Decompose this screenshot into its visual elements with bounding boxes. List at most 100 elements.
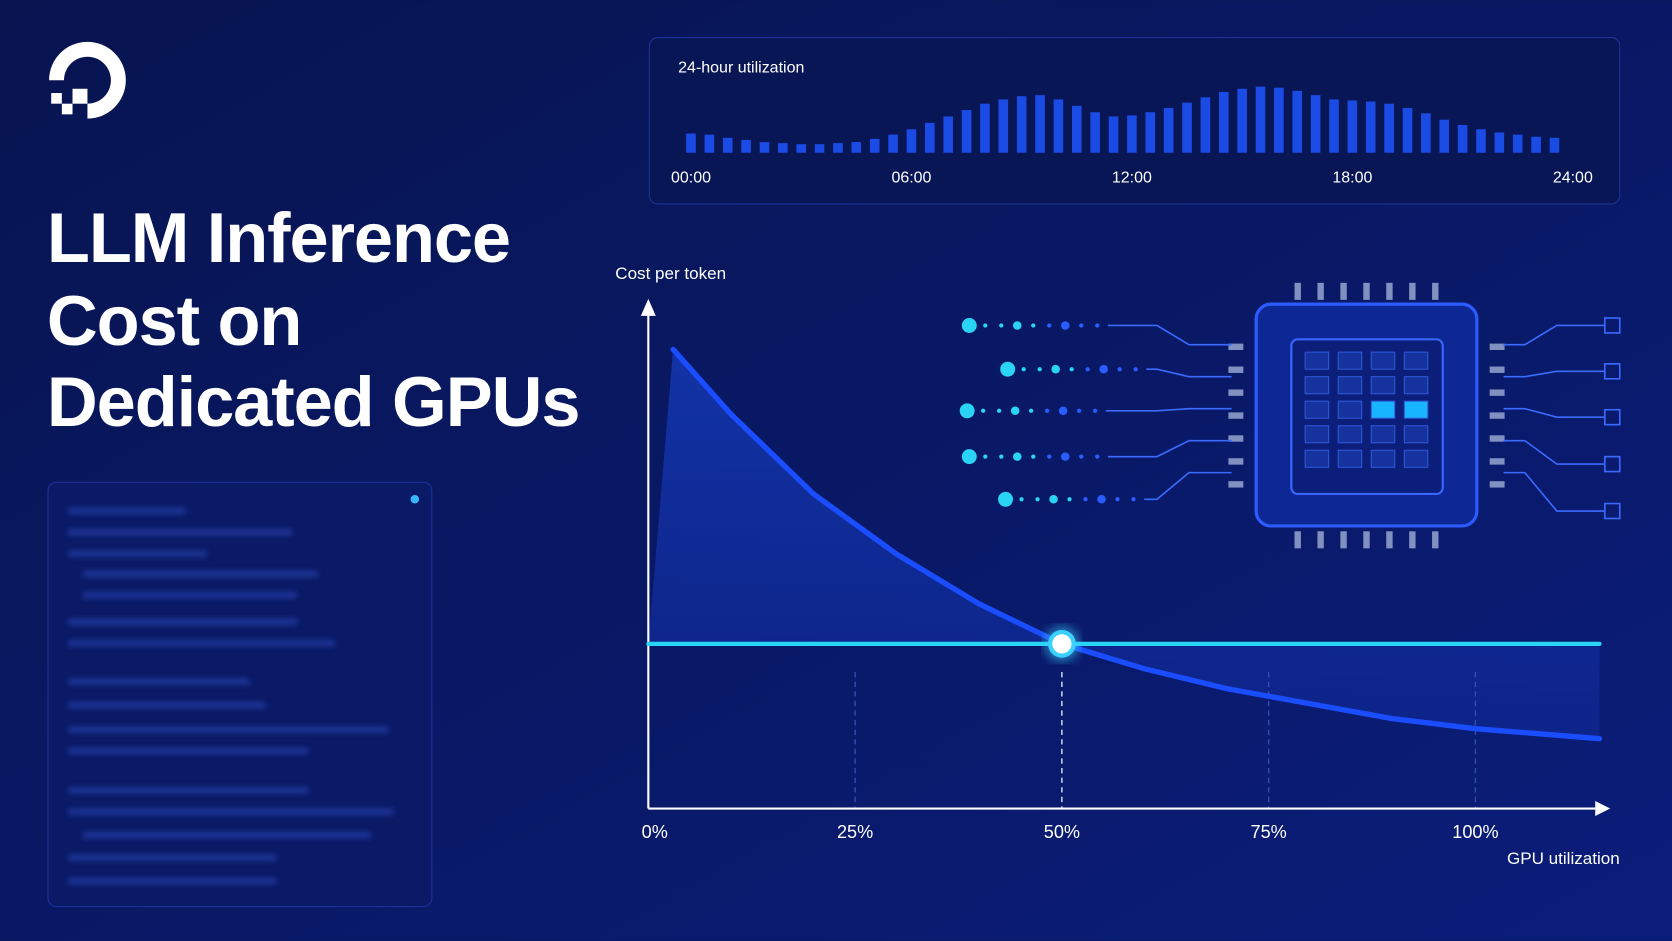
bar <box>1365 101 1376 153</box>
chip-pin <box>1228 481 1244 488</box>
signal-dot <box>1083 497 1088 502</box>
bar <box>1108 116 1119 153</box>
signal-dot <box>999 454 1004 459</box>
x-tick-label: 12:00 <box>1112 170 1152 187</box>
signal-dot <box>1010 406 1020 416</box>
crossing-point <box>1048 629 1076 658</box>
signal-dot <box>981 408 986 413</box>
chip-cell <box>1304 425 1330 444</box>
circuit-trace <box>1503 370 1605 378</box>
chip-pin <box>1228 435 1244 442</box>
circuit-trace <box>1105 407 1232 412</box>
bar <box>1512 134 1523 153</box>
bar <box>759 142 770 153</box>
bar <box>943 116 953 153</box>
gpu-chip <box>959 282 1621 549</box>
chip-pin <box>1228 458 1244 465</box>
signal-dot <box>1051 364 1060 374</box>
chip-pin <box>1432 531 1439 549</box>
x-tick-label: 75% <box>1251 822 1287 842</box>
signal-dot <box>983 323 988 328</box>
signal-dot <box>1031 454 1036 459</box>
signal-dot <box>983 454 988 459</box>
title-line: LLM Inference <box>47 198 510 277</box>
bar <box>1182 102 1192 153</box>
signal-dot <box>1013 452 1022 461</box>
bar <box>980 103 990 153</box>
bar <box>1127 115 1137 153</box>
chip-pin <box>1489 458 1505 465</box>
bar <box>1016 96 1027 153</box>
chip-cell <box>1337 376 1363 395</box>
signal-dot <box>999 323 1004 328</box>
y-axis-label: Cost per token <box>615 264 726 283</box>
bar <box>888 134 898 153</box>
bar <box>1384 103 1394 153</box>
bar <box>1237 88 1247 153</box>
bar <box>1494 132 1505 153</box>
x-tick-label: 25% <box>837 822 873 842</box>
y-axis-arrow <box>640 298 656 316</box>
bar <box>833 143 843 153</box>
signal-dot <box>1115 497 1120 502</box>
x-tick-label: 100% <box>1452 822 1498 842</box>
bar <box>1255 86 1266 153</box>
bar <box>961 110 972 153</box>
bar <box>778 143 788 153</box>
signal-dot <box>1060 452 1070 461</box>
circuit-trace <box>1107 439 1232 458</box>
code-panel <box>47 481 433 908</box>
signal-dot <box>1079 454 1084 459</box>
chip-cell <box>1403 425 1429 444</box>
signal-dot <box>1035 497 1040 502</box>
signal-dot <box>1049 495 1058 504</box>
chip-cell <box>1337 400 1363 419</box>
panel-dot <box>410 495 420 504</box>
chip-cell <box>1403 400 1429 419</box>
bar <box>1531 136 1541 153</box>
chip-cell <box>1403 376 1429 395</box>
circuit-pad <box>1604 502 1621 520</box>
signal-dot <box>1079 323 1084 328</box>
bar <box>1090 112 1100 153</box>
chip-pin <box>1489 435 1505 442</box>
signal-dot <box>1133 367 1138 372</box>
x-axis-label: GPU utilization <box>1507 849 1620 868</box>
signal-dot <box>1047 323 1052 328</box>
bar <box>851 142 862 153</box>
bar <box>1200 97 1211 153</box>
bar <box>1439 119 1450 153</box>
chip-pin <box>1363 531 1370 549</box>
circuit-trace <box>1503 439 1605 465</box>
chip-cell <box>1337 425 1363 444</box>
chip-pin <box>1228 389 1244 396</box>
bar <box>1329 99 1339 153</box>
chip-pin <box>1340 531 1347 549</box>
title-line: Cost on <box>47 281 301 360</box>
bar <box>1071 105 1082 153</box>
chip-pin <box>1489 481 1505 488</box>
chip-cell <box>1370 376 1396 395</box>
bar <box>1421 113 1431 153</box>
circuit-trace <box>1503 324 1605 346</box>
chip-pin <box>1409 531 1416 549</box>
signal-dot <box>1029 408 1034 413</box>
bar <box>1476 129 1486 153</box>
chip-pin <box>1489 343 1505 351</box>
signal-node <box>1000 361 1016 377</box>
circuit-pad <box>1604 317 1621 334</box>
bar <box>925 122 935 153</box>
bar <box>686 133 696 153</box>
signal-dot <box>1069 367 1074 372</box>
logo-ring <box>49 41 126 119</box>
bar <box>1053 99 1064 153</box>
chip-pin <box>1386 282 1393 300</box>
circuit-trace <box>1503 471 1605 512</box>
chip-pin <box>1363 282 1370 300</box>
chip-pin <box>1489 389 1505 396</box>
blurred-code <box>68 507 394 885</box>
bar <box>1218 91 1229 153</box>
signal-dot <box>1021 367 1026 372</box>
x-tick-label: 06:00 <box>891 170 931 187</box>
